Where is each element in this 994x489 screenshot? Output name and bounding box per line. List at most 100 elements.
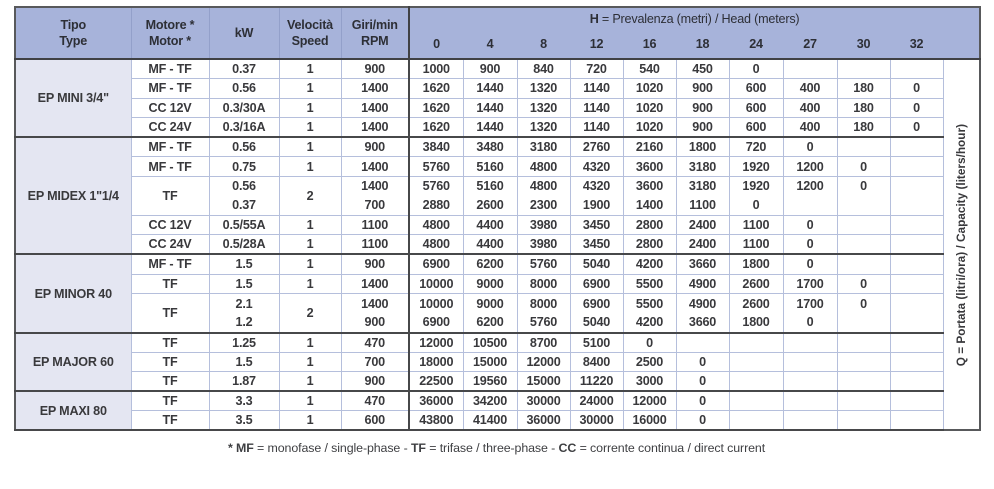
cell-capacity: 15000 [462, 352, 517, 373]
table-row: TF 1.87 1 900 22500 19560 15000 11220 3000 0 [15, 371, 980, 393]
cell-capacity: 3600 [622, 156, 676, 177]
cell-capacity: 0 [889, 78, 943, 99]
cell-capacity: 19560 [462, 371, 517, 393]
cell-capacity: 18000 [408, 352, 463, 373]
cell-capacity: 3840 [408, 137, 463, 158]
cell-capacity: 720 [728, 137, 783, 158]
cell-capacity: 1400 [622, 195, 676, 216]
cell-capacity: 6900 [569, 293, 623, 314]
cell-capacity: 16000 [622, 410, 676, 432]
cell-capacity: 1920 [728, 176, 783, 196]
cell-capacity: 0 [889, 117, 943, 139]
text-segment: = trifase / three-phase - [425, 441, 559, 456]
cell-capacity: 0 [782, 215, 837, 236]
cell-capacity: 3450 [569, 215, 623, 236]
cell-capacity: 1800 [675, 137, 729, 158]
catalog-page: Tipo Type Motore * Motor * kW Velocità Speed Gi… [14, 6, 982, 455]
cell-capacity [836, 215, 890, 236]
cell-capacity: 36000 [408, 391, 463, 412]
column-header-line1: Motore * [145, 17, 195, 32]
cell-capacity: 8000 [516, 274, 570, 295]
cell-capacity: 600 [728, 98, 783, 119]
cell-rpm: 470 [340, 332, 409, 353]
cell-capacity [782, 332, 837, 353]
cell-capacity [836, 195, 890, 216]
cell-capacity: 0 [728, 195, 783, 216]
cell-capacity: 900 [675, 117, 729, 139]
cell-kw: 0.75 [208, 156, 279, 177]
cell-capacity: 1320 [516, 117, 570, 139]
head-value-header: 32 [890, 30, 943, 60]
cell-capacity: 9000 [462, 293, 517, 314]
cell-kw: 0.3/30A [208, 98, 279, 119]
cell-kw: 0.56 [208, 176, 279, 196]
cell-capacity [836, 410, 890, 432]
cell-capacity: 5760 [516, 313, 570, 334]
cell-capacity: 9000 [462, 274, 517, 295]
cell-capacity: 2400 [675, 215, 729, 236]
table-row: TF 1.5 1 700 18000 15000 12000 8400 2500 0 [15, 352, 980, 373]
cell-capacity [889, 137, 943, 158]
column-header-line2: Type [59, 34, 88, 48]
cell-rpm: 900 [340, 137, 409, 158]
cell-capacity: 3660 [675, 313, 729, 334]
text-segment: * MF [227, 441, 254, 456]
cell-capacity [728, 391, 783, 412]
cell-capacity: 1620 [408, 117, 463, 139]
cell-capacity: 0 [836, 293, 890, 314]
cell-motor: TF [130, 410, 209, 432]
cell-capacity: 4400 [462, 234, 517, 256]
cell-capacity: 11220 [569, 371, 623, 393]
cell-capacity [889, 410, 943, 432]
header-row-values: 0 4 8 12 16 18 24 27 30 32 [15, 30, 981, 60]
cell-capacity: 12000 [408, 332, 463, 353]
cell-capacity: 5760 [408, 176, 463, 196]
cell-speed: 1 [278, 137, 341, 158]
group-name-cell: EP MAXI 80 [15, 391, 131, 432]
cell-capacity: 4900 [675, 293, 729, 314]
cell-capacity: 0 [782, 137, 837, 158]
group-name-cell: EP MIDEX 1"1/4 [15, 137, 131, 256]
cell-capacity: 900 [675, 98, 729, 119]
cell-capacity [782, 371, 837, 393]
cell-speed: 1 [278, 410, 341, 432]
header-filler [943, 30, 981, 60]
cell-capacity: 0 [675, 371, 729, 393]
table-row: EP MIDEX 1"1/4 MF - TF 0.56 1 900 3840 3480 318… [15, 137, 980, 256]
cell-capacity: 5500 [622, 293, 676, 314]
cell-capacity: 1000 [408, 59, 463, 80]
cell-rpm: 900 [340, 313, 409, 334]
head-value-header: 18 [676, 30, 729, 60]
cell-motor: MF - TF [130, 254, 209, 275]
cell-rpm: 900 [340, 371, 409, 393]
cell-motor: MF - TF [130, 59, 209, 80]
cell-capacity: 720 [569, 59, 623, 80]
cell-kw: 0.56 [208, 137, 279, 158]
cell-rpm: 700 [340, 195, 409, 216]
footnote: * MF = monofase / single-phase - TF = tr… [14, 441, 979, 455]
table-row: 0.37 700 2880 2600 2300 1900 1400 1100 0 [15, 195, 980, 216]
cell-capacity: 1200 [782, 176, 837, 196]
cell-capacity: 400 [782, 78, 837, 99]
cell-rpm: 700 [340, 352, 409, 373]
cell-capacity: 3450 [569, 234, 623, 256]
cell-speed: 1 [278, 59, 341, 80]
table-row: MF - TF 0.75 1 1400 5760 5160 4800 4320 3600 3180… [15, 156, 980, 177]
head-value-header: 4 [463, 30, 517, 60]
cell-capacity: 4320 [569, 156, 623, 177]
cell-capacity: 8700 [516, 332, 570, 353]
cell-capacity [836, 254, 890, 275]
cell-capacity [836, 234, 890, 256]
cell-capacity: 0 [836, 176, 890, 196]
cell-capacity [782, 59, 837, 80]
cell-rpm: 1400 [340, 117, 409, 139]
cell-capacity: 6900 [408, 313, 463, 334]
cell-rpm: 1400 [340, 98, 409, 119]
cell-capacity: 8400 [569, 352, 623, 373]
cell-capacity: 1700 [782, 274, 837, 295]
table-row: CC 24V 0.5/28A 1 1100 4800 4400 3980 3450 2800 24… [15, 234, 980, 256]
cell-kw: 0.5/28A [208, 234, 279, 256]
cell-capacity [889, 59, 943, 80]
head-meters-title: H = Prevalenza (metri) / Head (meters) [407, 7, 981, 30]
cell-capacity: 34200 [462, 391, 517, 412]
